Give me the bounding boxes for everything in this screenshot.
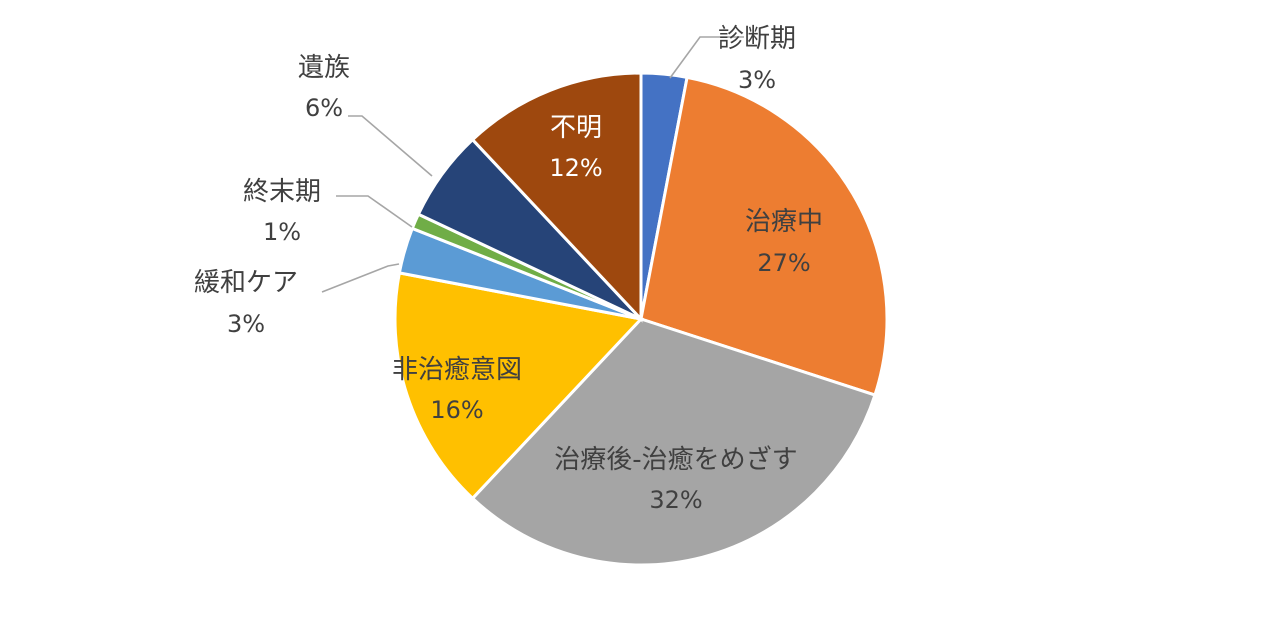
- pie-slice-2: [639, 75, 889, 397]
- slices-layer: [393, 71, 889, 567]
- data-label-percent-slice-6: 1%: [263, 218, 301, 246]
- pie-slice-4: [393, 271, 644, 501]
- data-label-name-slice-2: 治療中: [745, 207, 823, 237]
- pie-slice-8: [470, 71, 643, 323]
- data-label-name-slice-3: 治療後-治癒をめざす: [554, 445, 797, 475]
- data-label-percent-slice-5: 3%: [227, 310, 265, 338]
- leader-line-slice-7: [348, 115, 433, 177]
- data-label-name-slice-8: 不明: [550, 113, 602, 143]
- data-label-percent-slice-1: 3%: [738, 66, 776, 94]
- labels-layer: 診断期 3% 治療中 27% 治療後-治癒をめざす 32% 非治癒意図 16% 緩和ケア 3% 終末…: [194, 24, 823, 514]
- data-label-name-slice-6: 終末期: [243, 177, 321, 207]
- data-label-percent-slice-8: 12%: [549, 154, 602, 182]
- data-label-name-slice-1: 診断期: [718, 24, 796, 54]
- data-label-percent-slice-4: 16%: [430, 396, 483, 424]
- leader-line-slice-6: [336, 195, 413, 228]
- data-label-name-slice-7: 遺族: [298, 53, 350, 83]
- leader-lines-layer: [321, 36, 744, 293]
- leader-line-slice-1: [669, 36, 744, 79]
- data-label-percent-slice-7: 6%: [305, 94, 343, 122]
- data-label-percent-slice-3: 32%: [649, 486, 702, 514]
- data-label-percent-slice-2: 27%: [757, 249, 810, 277]
- leader-line-slice-5: [321, 263, 400, 293]
- data-label-name-slice-4: 非治癒意図: [392, 355, 522, 385]
- pie-slice-3: [470, 317, 877, 567]
- data-label-name-slice-5: 緩和ケア: [194, 268, 298, 298]
